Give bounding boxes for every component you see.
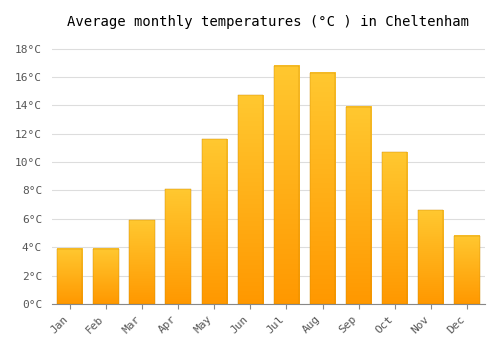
- Bar: [202, 139, 227, 304]
- Bar: [274, 65, 299, 304]
- Bar: [57, 248, 82, 304]
- Bar: [346, 107, 372, 304]
- Bar: [93, 248, 118, 304]
- Bar: [310, 73, 335, 304]
- Bar: [454, 236, 479, 304]
- Bar: [130, 220, 154, 304]
- Bar: [418, 210, 444, 304]
- Bar: [382, 152, 407, 304]
- Bar: [166, 189, 190, 304]
- Bar: [238, 95, 263, 304]
- Title: Average monthly temperatures (°C ) in Cheltenham: Average monthly temperatures (°C ) in Ch…: [68, 15, 469, 29]
